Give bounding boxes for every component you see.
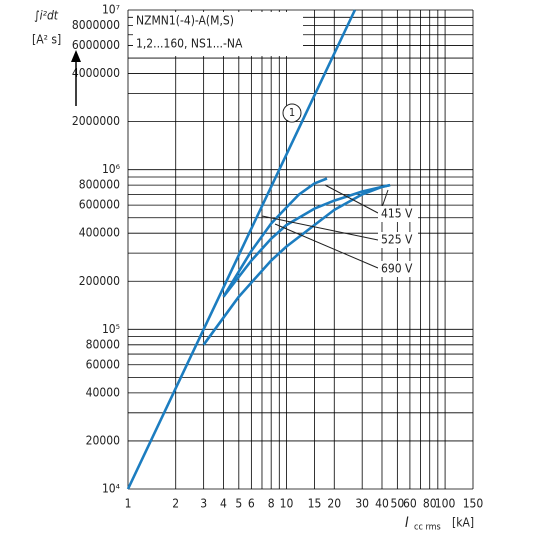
x-tick-label: 100	[435, 497, 456, 511]
x-tick-label: 4	[220, 497, 227, 511]
y-tick-label: 20000	[86, 433, 120, 447]
x-tick-label: 30	[355, 497, 369, 511]
lines	[126, 9, 391, 490]
x-tick-label: 40	[375, 497, 389, 511]
title-box	[133, 12, 303, 56]
chart-title: NZMN1(-4)-A(M,S)	[136, 14, 234, 28]
leader	[274, 223, 379, 269]
series-label: 525 V	[381, 233, 413, 247]
x-tick-label: 2	[172, 497, 179, 511]
y-tick-label: 80000	[86, 337, 120, 351]
label-box	[378, 232, 418, 248]
y-label-symbol: ∫i²dt	[34, 9, 59, 23]
x-tick-label: 150	[463, 497, 484, 511]
y-tick-label: 40000	[86, 385, 120, 399]
y-tick-label: 10⁴	[102, 482, 120, 496]
x-tick-label: 10	[280, 497, 294, 511]
label-box	[378, 261, 418, 277]
label-box	[378, 206, 418, 222]
series-line	[222, 177, 328, 298]
y-tick-label: 800000	[79, 178, 120, 192]
x-tick-label: 20	[327, 497, 341, 511]
x-tick-label: 1	[125, 497, 132, 511]
x-tick-label: 15	[308, 497, 322, 511]
x-label-unit: [kA]	[452, 516, 474, 530]
x-label-subscript: cc rms	[414, 523, 441, 533]
y-arrowhead	[71, 50, 81, 62]
x-tick-label: 6	[248, 497, 255, 511]
series-label: 415 V	[381, 207, 413, 221]
y-tick-label: 6000000	[72, 38, 120, 52]
y-tick-label: 10⁷	[102, 3, 120, 17]
series-label: 1	[289, 106, 295, 119]
y-tick-label: 200000	[79, 274, 120, 288]
series-labels: 1 415 V 525 V 690 V	[282, 103, 418, 277]
x-tick-label: 3	[200, 497, 207, 511]
y-tick-label: 600000	[79, 198, 120, 212]
series-line	[126, 9, 357, 490]
y-label-unit: [A² s]	[32, 33, 61, 47]
x-tick-label: 8	[268, 497, 275, 511]
x-tick-label: 5	[235, 497, 242, 511]
chart-subtitle: 1,2...160, NS1...-NA	[136, 37, 243, 51]
label-circle	[282, 103, 302, 123]
x-label-symbol: I	[405, 515, 409, 531]
y-tick-label: 2000000	[72, 114, 120, 128]
x-tick-label: 50	[390, 497, 404, 511]
y-tick-label: 60000	[86, 357, 120, 371]
y-tick-label: 10⁶	[102, 162, 120, 176]
leader	[324, 184, 379, 214]
series-line	[202, 183, 391, 346]
x-tick-label: 60	[403, 497, 417, 511]
leaders	[261, 184, 389, 269]
y-tick-label: 8000000	[72, 18, 120, 32]
series-label: 690 V	[381, 262, 413, 276]
leader	[261, 215, 379, 241]
x-tick-label: 80	[423, 497, 437, 511]
y-tick-label: 10⁵	[102, 322, 120, 336]
y-tick-label: 4000000	[72, 66, 120, 80]
y-tick-label: 400000	[79, 226, 120, 240]
